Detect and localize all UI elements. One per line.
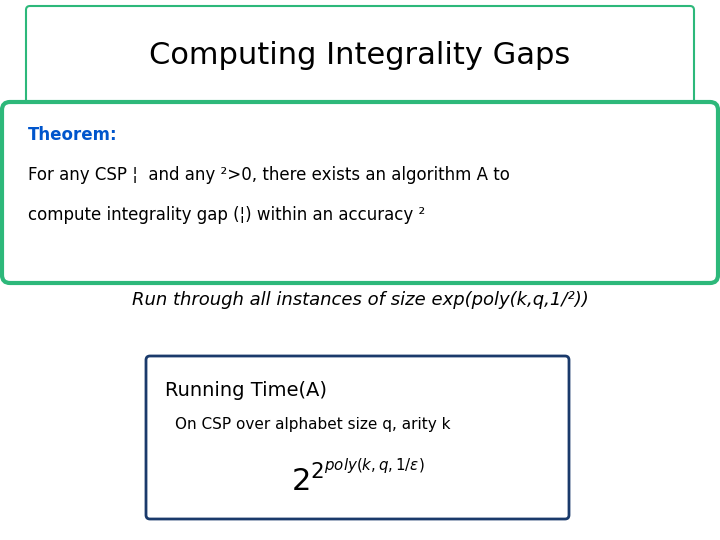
FancyBboxPatch shape	[146, 356, 569, 519]
FancyBboxPatch shape	[2, 102, 718, 283]
Text: $2^{2^{poly(k,q,1/\varepsilon)}}$: $2^{2^{poly(k,q,1/\varepsilon)}}$	[291, 460, 424, 496]
Text: Computing Integrality Gaps: Computing Integrality Gaps	[149, 40, 571, 70]
Text: Running Time(A): Running Time(A)	[165, 381, 327, 400]
Text: On CSP over alphabet size q, arity k: On CSP over alphabet size q, arity k	[175, 417, 451, 433]
Text: compute integrality gap (¦) within an accuracy ²: compute integrality gap (¦) within an ac…	[28, 206, 426, 224]
Text: Theorem:: Theorem:	[28, 126, 117, 144]
Text: For any CSP ¦  and any ²>0, there exists an algorithm A to: For any CSP ¦ and any ²>0, there exists …	[28, 166, 510, 184]
Text: Run through all instances of size exp(poly(k,q,1/²)): Run through all instances of size exp(po…	[132, 291, 588, 309]
FancyBboxPatch shape	[26, 6, 694, 104]
